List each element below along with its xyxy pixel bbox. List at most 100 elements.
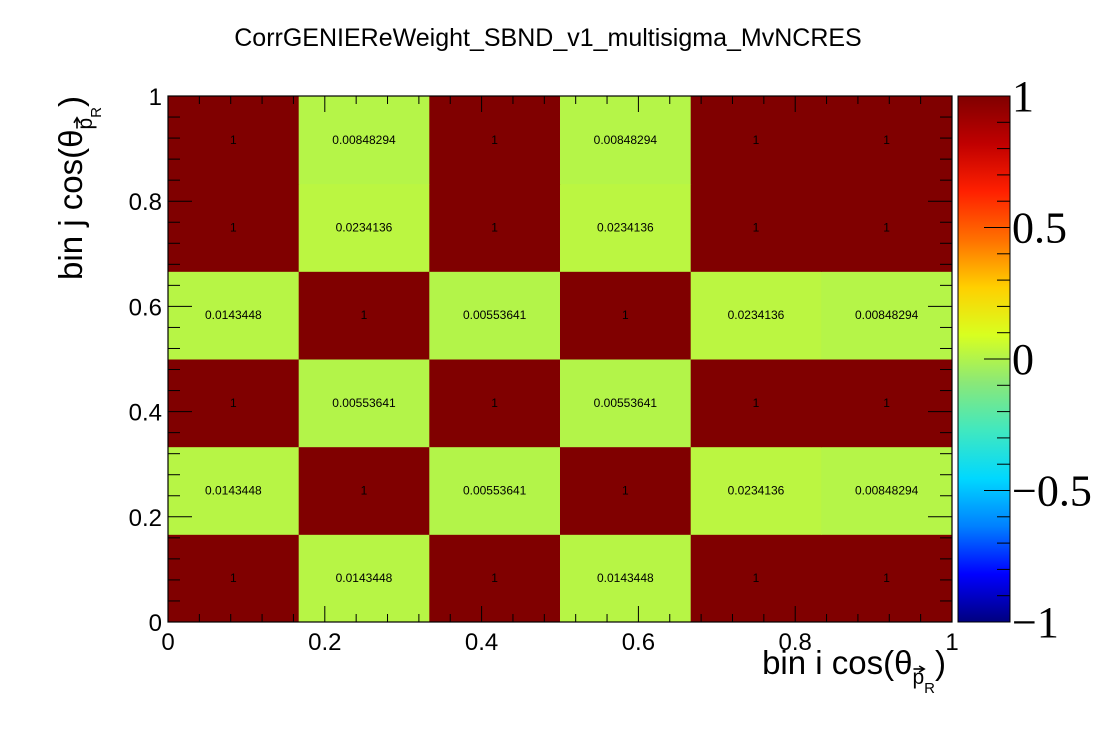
heatmap-cell bbox=[690, 96, 822, 185]
heatmap-cells bbox=[168, 96, 953, 623]
heatmap-cell-label: 1 bbox=[230, 221, 237, 235]
heatmap-cell bbox=[821, 271, 953, 360]
heatmap-cell bbox=[560, 96, 692, 185]
heatmap-cell-label: 1 bbox=[491, 133, 498, 147]
heatmap-cell bbox=[298, 446, 430, 535]
heatmap-cell bbox=[690, 359, 822, 448]
x-axis-label-prefix: bin i cos(θ bbox=[762, 644, 912, 681]
heatmap-cell-label: 1 bbox=[361, 308, 368, 322]
heatmap-cell-label: 1 bbox=[491, 571, 498, 585]
x-axis-label-suffix: ) bbox=[935, 644, 946, 681]
x-axis-label: bin i cos(θpR) bbox=[762, 644, 946, 697]
x-axis-label-sub: p bbox=[912, 666, 924, 689]
heatmap-cell-label: 1 bbox=[491, 221, 498, 235]
y-axis-label-prefix: bin j cos(θ bbox=[52, 130, 89, 280]
heatmap-cell bbox=[690, 534, 822, 623]
x-tick-label: 1 bbox=[945, 629, 958, 656]
heatmap-cell-label: 0.0143448 bbox=[205, 308, 262, 322]
heatmap-cell-label: 0.0143448 bbox=[597, 571, 654, 585]
x-tick-label: 0.4 bbox=[465, 629, 498, 656]
heatmap-cell-label: 0.00553641 bbox=[463, 484, 527, 498]
heatmap-cell-label: 0.0234136 bbox=[728, 308, 785, 322]
heatmap-cell bbox=[690, 446, 822, 535]
heatmap-cell-label: 0.00848294 bbox=[855, 308, 919, 322]
x-axis-label-subsub: R bbox=[924, 680, 935, 697]
y-tick-label: 0.8 bbox=[129, 189, 162, 216]
heatmap-cell bbox=[560, 183, 692, 272]
colorbar-tick-label: −1 bbox=[1012, 598, 1059, 647]
heatmap-cell-label: 0.0234136 bbox=[597, 221, 654, 235]
y-tick-label: 0.6 bbox=[129, 294, 162, 321]
heatmap-cell-label: 1 bbox=[753, 221, 760, 235]
x-tick-label: 0 bbox=[161, 629, 174, 656]
heatmap-cell-label: 0.0234136 bbox=[336, 221, 393, 235]
heatmap-cell-label: 1 bbox=[230, 571, 237, 585]
heatmap-cell bbox=[690, 183, 822, 272]
heatmap-cell bbox=[168, 359, 300, 448]
heatmap-cell bbox=[560, 271, 692, 360]
heatmap-cell bbox=[429, 534, 561, 623]
heatmap-cell bbox=[560, 534, 692, 623]
y-tick-label: 0 bbox=[149, 610, 162, 637]
heatmap-cell-label: 0.00848294 bbox=[594, 133, 658, 147]
heatmap-cell-label: 0.00553641 bbox=[332, 396, 396, 410]
heatmap-cell-label: 0.00553641 bbox=[463, 308, 527, 322]
y-axis-label-suffix: ) bbox=[52, 96, 89, 107]
heatmap-cell bbox=[821, 359, 953, 448]
heatmap-cell bbox=[168, 534, 300, 623]
heatmap-cell-label: 0.00848294 bbox=[855, 484, 919, 498]
plot-frame bbox=[167, 95, 953, 623]
colorbar-tick-label: 1 bbox=[1012, 72, 1034, 121]
heatmap-cell-label: 1 bbox=[230, 396, 237, 410]
heatmap-cell-label: 1 bbox=[883, 396, 890, 410]
x-tick-label: 0.8 bbox=[779, 629, 812, 656]
y-axis-label-sub: p bbox=[74, 118, 97, 130]
heatmap-cell-label: 1 bbox=[361, 484, 368, 498]
heatmap-cell-label: 0.0234136 bbox=[728, 484, 785, 498]
heatmap-cell-label: 1 bbox=[230, 133, 237, 147]
heatmap-cell-label: 1 bbox=[883, 133, 890, 147]
vector-arrow-head bbox=[918, 665, 926, 673]
heatmap-cell bbox=[560, 359, 692, 448]
heatmap-cell bbox=[821, 534, 953, 623]
heatmap-cell bbox=[429, 359, 561, 448]
heatmap-cell bbox=[690, 271, 822, 360]
heatmap-cell bbox=[168, 271, 300, 360]
heatmap-cell-label: 1 bbox=[883, 221, 890, 235]
heatmap-cell bbox=[298, 271, 430, 360]
heatmap-cell bbox=[821, 183, 953, 272]
y-axis: 0 0.2 0.4 0.6 0.8 1 bbox=[129, 84, 952, 637]
heatmap-cell bbox=[429, 446, 561, 535]
heatmap-cell bbox=[560, 446, 692, 535]
y-axis-label-subsub: R bbox=[88, 107, 105, 118]
heatmap-cell-label: 1 bbox=[491, 396, 498, 410]
heatmap-cell bbox=[821, 446, 953, 535]
heatmap-cell bbox=[298, 183, 430, 272]
colorbar-tick-label: 0.5 bbox=[1012, 204, 1067, 253]
heatmap-cell-label: 0.0143448 bbox=[336, 571, 393, 585]
y-tick-label: 1 bbox=[149, 84, 162, 111]
heatmap-cell-label: 1 bbox=[883, 571, 890, 585]
heatmap-cell bbox=[429, 271, 561, 360]
heatmap-cell bbox=[168, 183, 300, 272]
heatmap-cell bbox=[429, 96, 561, 185]
colorbar-tick-label: 0 bbox=[1012, 335, 1034, 384]
x-tick-label: 0.6 bbox=[622, 629, 655, 656]
heatmap-cell bbox=[168, 446, 300, 535]
heatmap-cell bbox=[298, 534, 430, 623]
heatmap-cell-label: 1 bbox=[753, 133, 760, 147]
heatmap-cell bbox=[298, 96, 430, 185]
y-tick-label: 0.4 bbox=[129, 400, 162, 427]
chart-title: CorrGENIEReWeight_SBND_v1_multisigma_MvN… bbox=[234, 24, 862, 52]
heatmap-cell-label: 1 bbox=[753, 571, 760, 585]
heatmap-cell-labels: 1 0.0143448 1 0.0143448 1 1 0.0143448 1 0.005536… bbox=[205, 133, 919, 585]
vector-arrow bbox=[913, 665, 926, 673]
heatmap-cell bbox=[168, 96, 300, 185]
heatmap-cell-label: 1 bbox=[622, 484, 629, 498]
heatmap-cell bbox=[429, 183, 561, 272]
y-axis-label: bin j cos(θpR) bbox=[52, 96, 105, 280]
y-tick-label: 0.2 bbox=[129, 505, 162, 532]
vector-arrow bbox=[73, 116, 81, 129]
